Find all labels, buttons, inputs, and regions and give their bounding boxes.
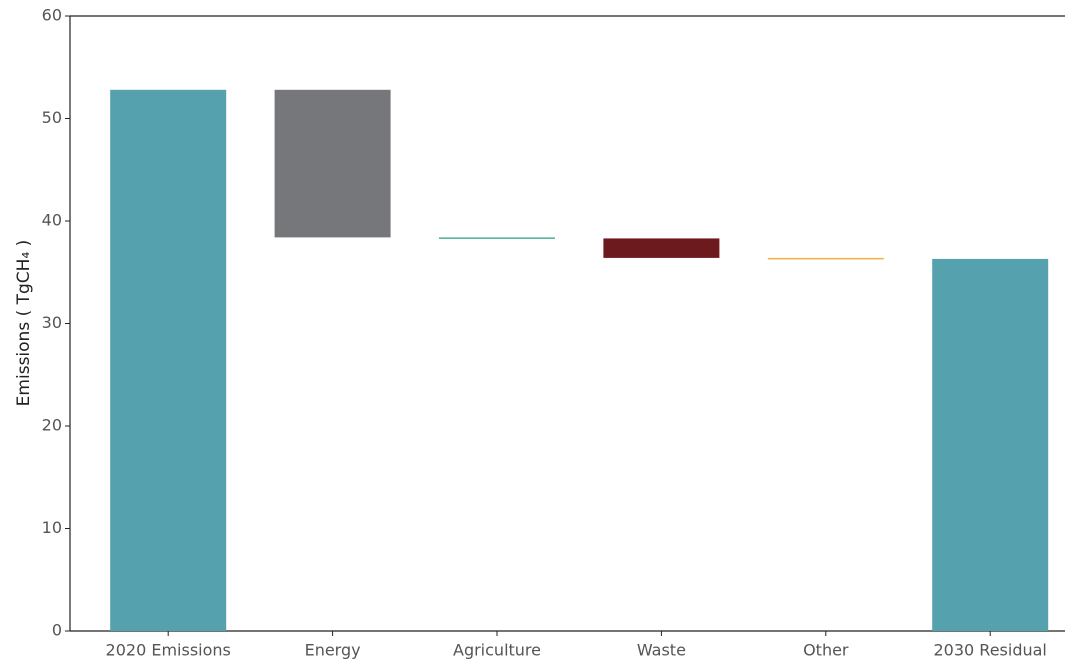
bar	[439, 237, 555, 239]
bar	[274, 89, 391, 238]
x-tick-label: 2020 Emissions	[106, 641, 231, 660]
x-tick-label: Agriculture	[453, 641, 541, 660]
x-tick-label: Other	[803, 641, 849, 660]
y-tick-label: 0	[52, 621, 62, 640]
bar	[110, 89, 227, 632]
x-tick-label: Waste	[637, 641, 686, 660]
y-tick-label: 40	[42, 211, 62, 230]
y-axis-label: Emissions ( TgCH₄ )	[14, 240, 34, 407]
y-tick-label: 30	[42, 313, 62, 332]
y-tick-label: 10	[42, 518, 62, 537]
y-tick-label: 20	[42, 416, 62, 435]
bar	[932, 258, 1049, 631]
y-tick-label: 50	[42, 108, 62, 127]
y-tick-label: 60	[42, 6, 62, 25]
bar	[603, 238, 720, 258]
bar	[767, 257, 884, 260]
x-tick-label: 2030 Residual	[934, 641, 1047, 660]
x-tick-label: Energy	[305, 641, 361, 660]
